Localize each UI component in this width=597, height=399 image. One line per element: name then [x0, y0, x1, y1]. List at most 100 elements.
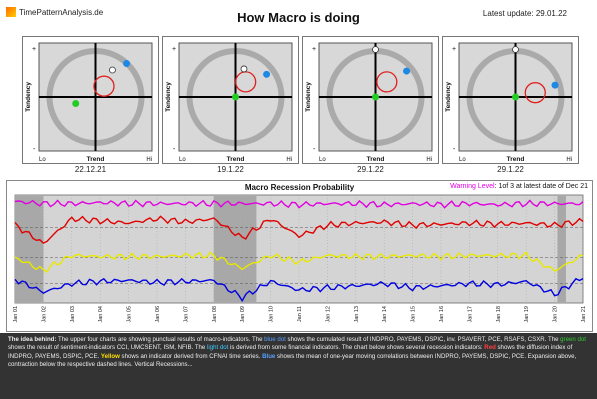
recession-plot: Jan 01 Jan 02 Jan 03 Jan 04 Jan 05 Jan 06 Jan … — [13, 194, 587, 323]
plus-label: + — [172, 46, 176, 53]
light-dot — [372, 46, 379, 53]
desc-text-2: shows the cumulated result of INDPRO, PA… — [285, 336, 561, 343]
plus-label: + — [312, 46, 316, 53]
desc-blue: Blue — [262, 352, 276, 360]
x-tick-label-3: Jan 04 — [98, 306, 104, 323]
desc-light-dot: light dot — [207, 344, 229, 352]
lo-label: Lo — [459, 157, 466, 163]
quadrant-chart-1: Tendency Trend Lo Hi + - — [22, 36, 159, 164]
x-axis-label: Trend — [227, 156, 245, 163]
x-tick-label-7: Jan 08 — [212, 306, 218, 323]
recession-band-0 — [15, 195, 44, 303]
minus-label: - — [173, 146, 176, 153]
recession-band-1 — [213, 195, 257, 303]
x-tick-label-17: Jan 18 — [496, 306, 502, 323]
minus-label: - — [33, 146, 36, 153]
series-magenta-line — [14, 199, 584, 209]
chart-title: Macro Recession Probability — [244, 183, 355, 192]
x-tick-label-15: Jan 16 — [439, 306, 445, 323]
desc-text-7: shows the mean of one-year moving correl… — [8, 352, 577, 369]
plus-label: + — [32, 46, 36, 53]
x-tick-label-0: Jan 01 — [13, 306, 19, 323]
x-tick-label-11: Jan 12 — [325, 306, 331, 323]
quadrant-date-1: 22.12.21 — [74, 165, 107, 174]
green-dot — [72, 99, 80, 107]
y-axis-label: Tendency — [445, 82, 452, 112]
quadrant-chart-2: Tendency Trend Lo Hi + - — [162, 36, 299, 164]
quadrant-date-3: 29.1.22 — [357, 165, 384, 174]
desc-text-4: is derived from some financial indicator… — [228, 344, 485, 352]
warning-text: 1of 3 at latest date of Dec 21 — [498, 183, 588, 190]
red-circle — [93, 75, 115, 97]
x-tick-label-20: Jan 21 — [581, 306, 587, 323]
light-dot — [512, 46, 519, 53]
x-tick-label-4: Jan 05 — [127, 306, 133, 323]
lo-label: Lo — [319, 157, 326, 163]
x-tick-label-1: Jan 02 — [41, 306, 47, 323]
series-yellow-line — [14, 251, 584, 273]
x-axis-label: Trend — [507, 156, 525, 163]
description: The idea behind: The upper four charts a… — [0, 333, 597, 399]
desc-lead: The idea behind: — [8, 336, 57, 343]
logo[interactable]: TimePatternAnalysis.de — [6, 7, 103, 17]
desc-green-dot: green dot — [560, 336, 586, 343]
blue-dot — [403, 67, 411, 75]
green-dot — [372, 93, 379, 101]
logo-text: TimePatternAnalysis.de — [19, 7, 104, 17]
red-circle — [524, 82, 546, 104]
desc-text-5: shows the diffusion index of INDPRO, PAY… — [8, 344, 573, 360]
blue-dot — [123, 60, 131, 68]
y-axis-label: Tendency — [305, 82, 312, 112]
desc-red: Red — [484, 344, 496, 352]
warning-level: Warning Level: 1of 3 at latest date of D… — [450, 183, 588, 190]
lo-label: Lo — [179, 157, 186, 163]
x-tick-label-19: Jan 20 — [553, 306, 559, 323]
recession-chart: Macro Recession Probability Warning Leve… — [6, 180, 593, 332]
x-tick-label-9: Jan 10 — [269, 306, 275, 323]
warning-label: Warning Level — [450, 183, 495, 190]
hi-label: Hi — [426, 157, 432, 163]
minus-label: - — [313, 146, 316, 153]
recession-band-2 — [557, 195, 566, 303]
page-title: How Macro is doing — [237, 10, 360, 25]
green-dot — [512, 93, 519, 101]
desc-text-3: shows the result of sentiment-indicators… — [8, 344, 208, 352]
quadrant-date-4: 29.1.22 — [497, 165, 524, 174]
desc-yellow: Yellow — [100, 352, 120, 360]
desc-text-6: shows an indicator derived from CFNAI ti… — [119, 352, 263, 360]
plus-label: + — [452, 46, 456, 53]
x-axis-label: Trend — [367, 156, 385, 163]
x-tick-label-8: Jan 09 — [240, 306, 246, 323]
header: TimePatternAnalysis.de How Macro is doin… — [0, 0, 597, 34]
series-blue-line — [14, 277, 584, 303]
light-dot — [240, 65, 248, 73]
lo-label: Lo — [39, 157, 46, 163]
x-tick-label-18: Jan 19 — [524, 306, 530, 323]
x-tick-label-6: Jan 07 — [183, 306, 189, 323]
quadrant-chart-3: Tendency Trend Lo Hi + - — [302, 36, 439, 164]
series-red-line — [14, 215, 584, 244]
desc-blue-dot: blue dot — [264, 336, 286, 343]
hi-label: Hi — [286, 157, 292, 163]
quadrant-chart-4: Tendency Trend Lo Hi + - — [442, 36, 579, 164]
red-circle — [235, 71, 257, 93]
green-dot — [232, 93, 239, 101]
x-tick-label-5: Jan 06 — [155, 306, 161, 323]
blue-dot — [551, 81, 559, 89]
x-axis-label: Trend — [87, 156, 105, 163]
x-tick-label-2: Jan 03 — [70, 306, 76, 323]
desc-text-1: The upper four charts are showing punctu… — [56, 336, 265, 343]
x-tick-label-13: Jan 14 — [382, 306, 388, 323]
light-dot — [109, 66, 116, 74]
minus-label: - — [453, 146, 456, 153]
quadrant-date-2: 19.1.22 — [217, 165, 244, 174]
hi-label: Hi — [146, 157, 152, 163]
y-axis-label: Tendency — [165, 82, 172, 112]
blue-dot — [263, 70, 271, 78]
latest-update: Latest update: 29.01.22 — [482, 9, 567, 18]
hi-label: Hi — [566, 157, 572, 163]
x-tick-label-14: Jan 15 — [411, 306, 417, 323]
x-tick-label-12: Jan 13 — [354, 306, 360, 323]
x-tick-label-10: Jan 11 — [297, 306, 303, 322]
x-tick-label-16: Jan 17 — [467, 306, 473, 323]
